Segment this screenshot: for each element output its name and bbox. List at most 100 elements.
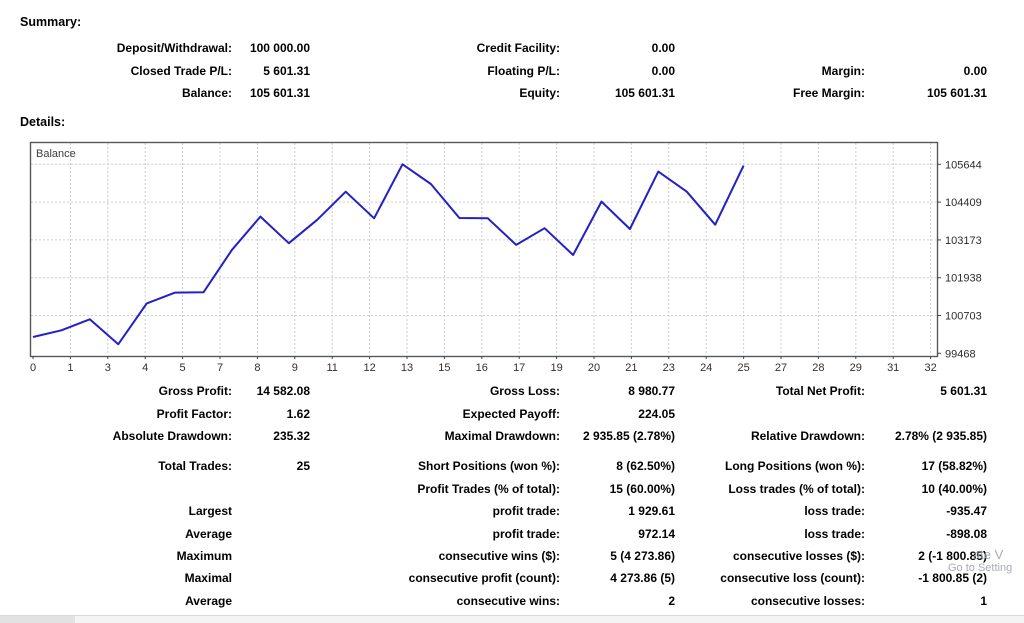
stat-label: consecutive losses ($):: [732, 548, 865, 563]
stat-label: Credit Facility:: [476, 41, 560, 56]
stat-label: Closed Trade P/L:: [130, 63, 232, 78]
stat-label: Short Positions (won %):: [418, 459, 560, 474]
stat-row: Total Trades: 25 Short Positions (won %): 8…: [0, 455, 1024, 477]
stat-row: Profit Trades (% of total): 15 (60.00%) Lo…: [0, 478, 1024, 500]
svg-text:103173: 103173: [945, 235, 982, 247]
svg-text:99468: 99468: [945, 348, 976, 360]
details-table: Gross Profit: 14 582.08 Gross Loss: 8 980.7…: [0, 380, 1024, 612]
stat-value: 105 601.31: [249, 85, 310, 100]
svg-text:4: 4: [142, 362, 148, 374]
stat-label: Relative Drawdown:: [750, 428, 865, 443]
stat-value: 100 000.00: [249, 41, 310, 56]
stat-value: 5 (4 273.86): [610, 548, 675, 563]
windows-watermark-line1: ate V: [973, 547, 1004, 562]
stat-value: 2 (-1 800.85): [918, 548, 987, 563]
stat-label: Loss trades (% of total):: [728, 481, 865, 496]
stat-value: 1 929.61: [628, 504, 675, 519]
svg-text:0: 0: [30, 362, 36, 374]
stat-value: 0.00: [963, 63, 987, 78]
svg-text:31: 31: [887, 362, 899, 374]
stat-label: Maximum: [176, 548, 232, 563]
svg-text:13: 13: [401, 362, 413, 374]
stat-value: 0.00: [651, 63, 675, 78]
svg-text:29: 29: [850, 362, 862, 374]
stat-value: 8 (62.50%): [616, 459, 675, 474]
stat-label: Maximal Drawdown:: [444, 428, 560, 443]
summary-table: Deposit/Withdrawal: 100 000.00 Credit Faci…: [0, 37, 1024, 104]
stat-row: Gross Profit: 14 582.08 Gross Loss: 8 980.7…: [0, 380, 1024, 402]
stat-value: -1 800.85 (2): [918, 571, 987, 586]
stat-value: 224.05: [638, 406, 675, 421]
stat-value: -898.08: [946, 526, 987, 541]
stat-label: Free Margin:: [792, 85, 865, 100]
windows-watermark-line2: Go to Setting: [948, 562, 1013, 574]
svg-text:25: 25: [737, 362, 749, 374]
stat-row: Largest profit trade: 1 929.61 loss trade: -…: [0, 500, 1024, 522]
stat-row: Balance: 105 601.31 Equity: 105 601.31 Free …: [0, 82, 1024, 104]
stat-label: Margin:: [821, 63, 865, 78]
stat-value: 4 273.86 (5): [610, 571, 675, 586]
stat-label: Expected Payoff:: [462, 406, 560, 421]
stat-value: 15 (60.00%): [609, 481, 675, 496]
stat-label: Total Net Profit:: [775, 384, 865, 399]
svg-text:105644: 105644: [945, 159, 982, 171]
stat-value: 10 (40.00%): [921, 481, 987, 496]
stat-label: Gross Profit:: [158, 384, 232, 399]
stat-value: 105 601.31: [926, 85, 987, 100]
stat-value: 25: [296, 459, 310, 474]
stat-label: Gross Loss:: [489, 384, 560, 399]
stat-label: Profit Trades (% of total):: [417, 481, 560, 496]
svg-text:101938: 101938: [945, 273, 982, 285]
stat-label: Absolute Drawdown:: [112, 428, 232, 443]
stat-label: loss trade:: [804, 526, 865, 541]
svg-text:21: 21: [625, 362, 637, 374]
stat-value: 5 601.31: [263, 63, 310, 78]
scrollbar-thumb[interactable]: [0, 616, 75, 623]
stat-row: Average profit trade: 972.14 loss trade: -89…: [0, 522, 1024, 544]
stat-label: Average: [185, 593, 232, 608]
svg-text:9: 9: [292, 362, 298, 374]
horizontal-scrollbar[interactable]: [0, 615, 1024, 623]
stat-label: profit trade:: [492, 504, 560, 519]
stat-row: Absolute Drawdown: 235.32 Maximal Drawdown…: [0, 425, 1024, 447]
stat-value: 2 935.85 (2.78%): [582, 428, 675, 443]
stat-label: consecutive profit (count):: [408, 571, 560, 586]
stat-label: consecutive losses:: [750, 593, 865, 608]
stat-value: 8 980.77: [628, 384, 675, 399]
svg-text:24: 24: [700, 362, 712, 374]
stat-label: loss trade:: [804, 504, 865, 519]
svg-text:15: 15: [438, 362, 450, 374]
balance-chart-svg: Balance105644104409103173101938100703994…: [29, 141, 982, 374]
stat-value: 1.62: [286, 406, 310, 421]
stat-value: 105 601.31: [614, 85, 675, 100]
svg-text:27: 27: [775, 362, 787, 374]
summary-heading: Summary:: [20, 15, 82, 29]
stat-label: Largest: [188, 504, 232, 519]
stat-row: Maximal consecutive profit (count): 4 273.…: [0, 567, 1024, 589]
stat-value: 17 (58.82%): [921, 459, 987, 474]
svg-text:32: 32: [924, 362, 936, 374]
svg-text:7: 7: [217, 362, 223, 374]
stat-label: Profit Factor:: [156, 406, 232, 421]
stat-label: Long Positions (won %):: [725, 459, 865, 474]
stat-row: Closed Trade P/L: 5 601.31 Floating P/L: 0.…: [0, 59, 1024, 81]
stat-row: Maximum consecutive wins ($): 5 (4 273.86)…: [0, 545, 1024, 567]
stat-label: Balance:: [181, 85, 232, 100]
svg-text:12: 12: [363, 362, 375, 374]
stat-label: profit trade:: [492, 526, 560, 541]
stat-value: -935.47: [946, 504, 987, 519]
stat-label: consecutive wins:: [456, 593, 560, 608]
svg-text:104409: 104409: [945, 197, 982, 209]
stat-label: Floating P/L:: [487, 63, 560, 78]
svg-text:3: 3: [105, 362, 111, 374]
svg-text:100703: 100703: [945, 311, 982, 323]
stat-value: 972.14: [638, 526, 675, 541]
balance-chart: Balance 105644 104409 103173 101938 100703 994…: [29, 141, 990, 378]
svg-text:Balance: Balance: [36, 148, 76, 160]
svg-text:19: 19: [550, 362, 562, 374]
stat-row: Profit Factor: 1.62 Expected Payoff: 224.05: [0, 402, 1024, 424]
stat-label: consecutive wins ($):: [438, 548, 560, 563]
svg-text:1: 1: [67, 362, 73, 374]
stat-value: 1: [980, 593, 987, 608]
stat-label: Equity:: [519, 85, 560, 100]
